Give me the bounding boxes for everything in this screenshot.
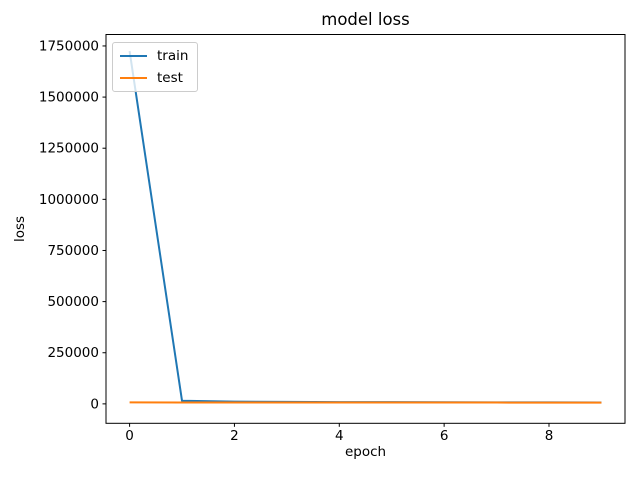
x-axis-label: epoch — [344, 444, 387, 460]
y-tick-label-6: 1500000 — [39, 90, 99, 106]
legend-entry-test: test — [120, 71, 188, 85]
y-tick-label-2: 500000 — [47, 294, 99, 310]
legend: train test — [112, 42, 199, 93]
axes-spines — [105, 34, 626, 424]
x-tick-label-2: 4 — [335, 428, 344, 444]
y-tick-label-4: 1000000 — [39, 192, 99, 208]
x-tick-label-1: 2 — [230, 428, 239, 444]
train-line — [128, 50, 602, 404]
y-tick-label-0: 0 — [90, 396, 99, 412]
legend-entry-train: train — [120, 49, 188, 63]
x-tick-label-4: 8 — [545, 428, 554, 444]
test-line-swatch — [120, 77, 147, 80]
x-tick-label-0: 0 — [125, 428, 134, 444]
y-tick-label-3: 750000 — [47, 243, 99, 259]
legend-label-test: test — [157, 70, 183, 87]
legend-label-train: train — [157, 48, 189, 64]
y-tick-label-5: 1250000 — [39, 141, 99, 157]
train-line-swatch — [120, 55, 147, 58]
chart-title: model loss — [321, 10, 410, 29]
y-axis-label: loss — [12, 215, 28, 243]
x-tick-label-3: 6 — [440, 428, 449, 444]
y-tick-label-1: 250000 — [47, 345, 99, 361]
y-tick-label-7: 1750000 — [39, 38, 99, 54]
